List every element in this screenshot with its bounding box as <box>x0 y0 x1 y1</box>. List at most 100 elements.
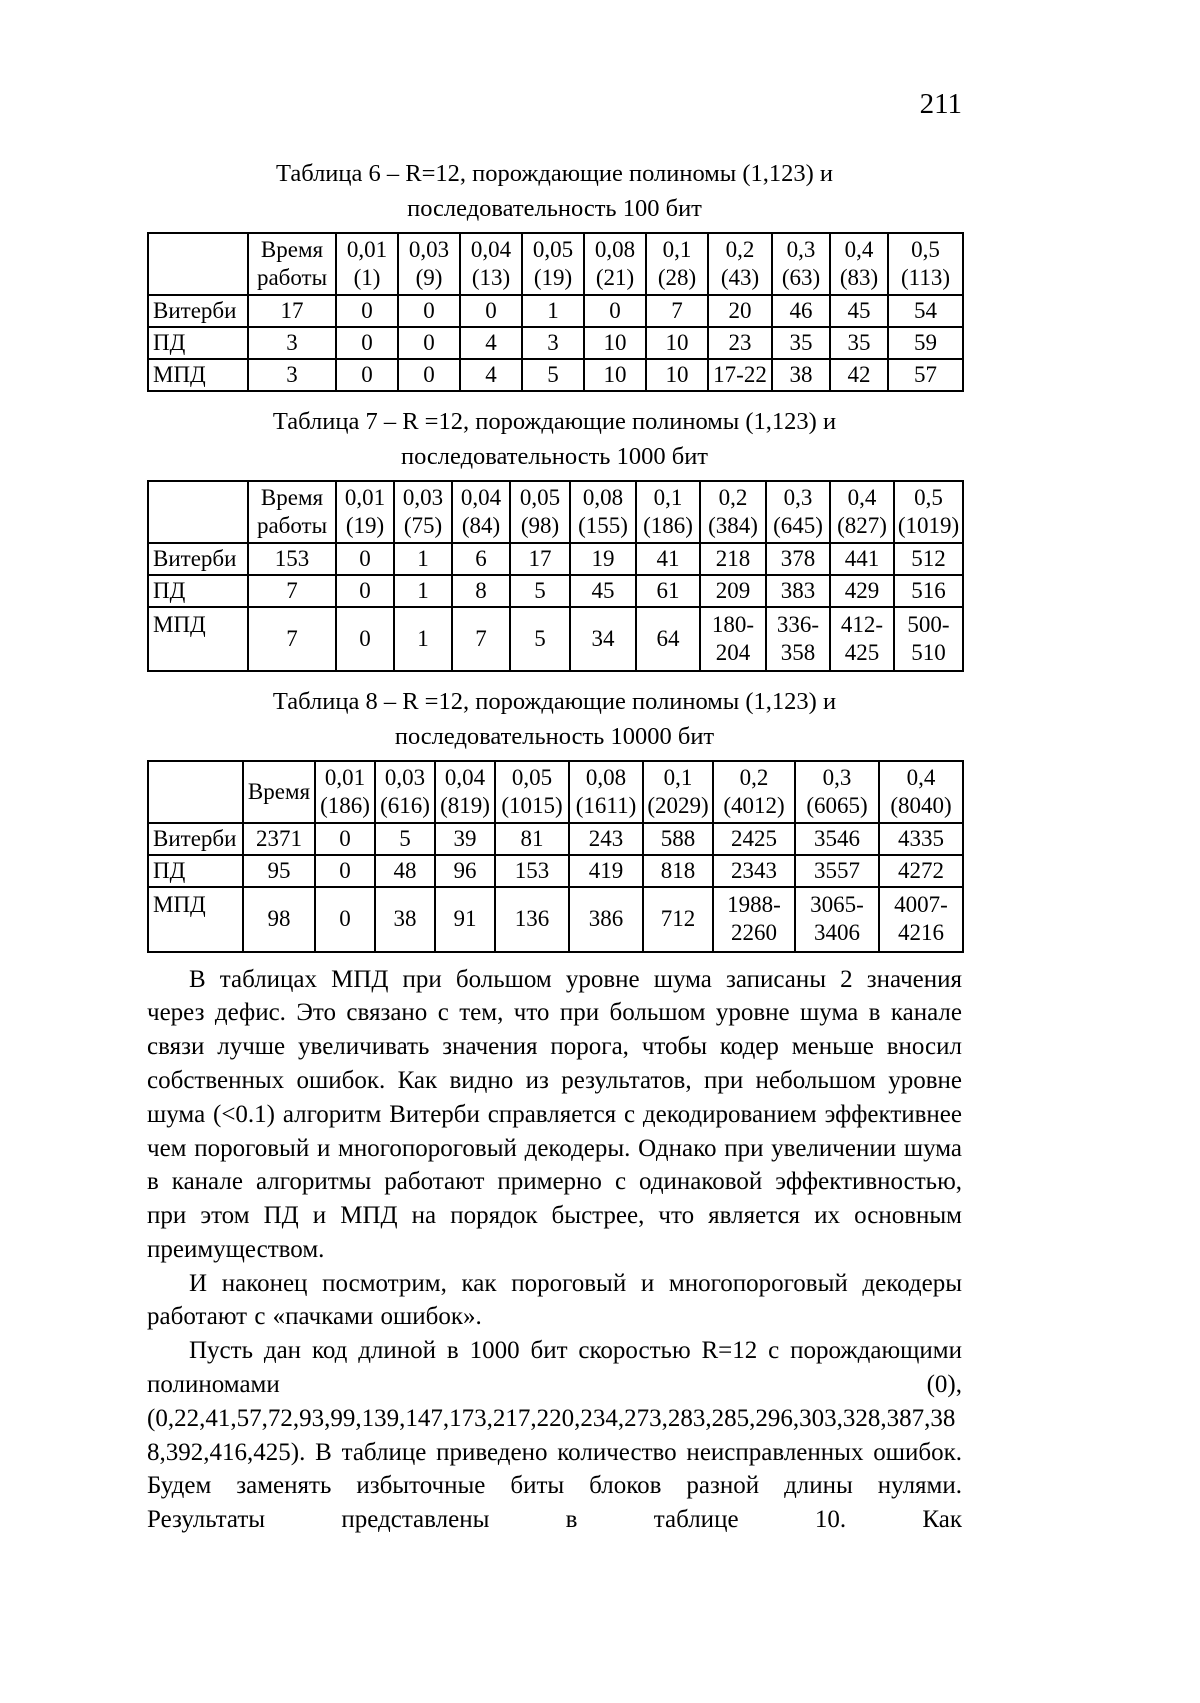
table-cell: 7 <box>645 293 709 329</box>
table-cell: 5 <box>521 358 585 393</box>
table-cell: 38 <box>771 358 831 393</box>
column-header: 0,2 (384) <box>699 480 767 545</box>
table-cell: 3065- 3406 <box>794 886 880 953</box>
table-row: ПД 3 0 0 4 3 10 10 23 35 35 59 <box>147 326 964 361</box>
table-cell: 429 <box>829 574 895 609</box>
table-cell: 61 <box>635 574 701 609</box>
table-cell: 0 <box>314 886 376 953</box>
table-row: ПД 7 0 1 8 5 45 61 209 383 429 516 <box>147 574 964 609</box>
table-cell: 0 <box>335 358 399 393</box>
column-header: 0,01 (186) <box>314 760 376 825</box>
column-header: 0,05 (1015) <box>494 760 570 825</box>
table-cell: 386 <box>568 886 644 953</box>
table-cell: 0 <box>397 293 461 329</box>
column-header: 0,3 (6065) <box>794 760 880 825</box>
table-cell: 441 <box>829 542 895 577</box>
table-cell: 23 <box>707 326 773 361</box>
table-cell: 0 <box>583 293 647 329</box>
table-cell: 34 <box>569 606 637 673</box>
table-cell: 153 <box>247 542 337 577</box>
table-cell: 39 <box>434 822 496 857</box>
table-cell: 180- 204 <box>699 606 767 673</box>
column-header: 0,03 (616) <box>374 760 436 825</box>
row-label: ПД <box>147 574 249 609</box>
column-header: 0,01 (19) <box>335 480 395 545</box>
column-header: 0,1 (2029) <box>642 760 714 825</box>
table-cell: 45 <box>569 574 637 609</box>
column-header: 0,04 (13) <box>459 232 523 296</box>
table-cell: 17 <box>247 293 337 329</box>
table-cell: 0 <box>397 326 461 361</box>
table-row: ПД 95 0 48 96 153 419 818 2343 3557 4272 <box>147 854 964 889</box>
column-header: 0,4 (827) <box>829 480 895 545</box>
column-header: 0,03 (9) <box>397 232 461 296</box>
row-label: Витерби <box>147 822 244 857</box>
column-header: 0,1 (186) <box>635 480 701 545</box>
column-header: 0,2 (4012) <box>712 760 796 825</box>
column-header: 0,01 (1) <box>335 232 399 296</box>
table-row: Витерби 17 0 0 0 1 0 7 20 46 45 54 <box>147 293 964 329</box>
table-cell: 0 <box>397 358 461 393</box>
table-cell: 91 <box>434 886 496 953</box>
paragraph: Пусть дан код длиной в 1000 бит скорость… <box>147 1337 962 1534</box>
table-cell: 96 <box>434 854 496 889</box>
table-cell: 0 <box>314 854 376 889</box>
table-title: Таблица 6 – R=12, порождающие полиномы (… <box>275 160 834 222</box>
row-label: МПД <box>147 886 244 953</box>
table-cell: 5 <box>509 574 571 609</box>
table-cell: 45 <box>829 293 889 329</box>
table-cell: 17 <box>509 542 571 577</box>
table-cell: 3 <box>247 326 337 361</box>
body-text: В таблицах МПД при большом уровне шума з… <box>147 963 962 1538</box>
table-header-row: Время 0,01 (186) 0,03 (616) 0,04 (819) 0,05 … <box>147 760 964 825</box>
table-cell: 0 <box>459 293 523 329</box>
table-cell: 35 <box>829 326 889 361</box>
table-cell: 3 <box>521 326 585 361</box>
column-header: 0,5 (1019) <box>893 480 964 545</box>
table-cell: 46 <box>771 293 831 329</box>
table-cell: 48 <box>374 854 436 889</box>
table-cell: 41 <box>635 542 701 577</box>
data-table: Время работы 0,01 (1) 0,03 (9) 0,04 (13) 0,0… <box>147 232 964 393</box>
table-cell: 4007- 4216 <box>878 886 964 953</box>
column-header: 0,05 (98) <box>509 480 571 545</box>
table-cell: 0 <box>335 293 399 329</box>
table-cell: 1 <box>393 574 453 609</box>
table-cell: 0 <box>314 822 376 857</box>
table-cell: 500- 510 <box>893 606 964 673</box>
column-header: 0,05 (19) <box>521 232 585 296</box>
table-cell: 209 <box>699 574 767 609</box>
table-cell: 336- 358 <box>765 606 831 673</box>
tables-section: Таблица 6 – R=12, порождающие полиномы (… <box>147 156 964 953</box>
table-cell: 7 <box>451 606 511 673</box>
table-row: МПД 98 0 38 91 136 386 712 1988- 2260 3065- 3406 4… <box>147 886 964 953</box>
table-cell: 0 <box>335 574 395 609</box>
column-header: 0,08 (21) <box>583 232 647 296</box>
table-cell: 4272 <box>878 854 964 889</box>
table-cell: 35 <box>771 326 831 361</box>
table-cell: 3546 <box>794 822 880 857</box>
column-header: 0,1 (28) <box>645 232 709 296</box>
table-cell: 2343 <box>712 854 796 889</box>
table-cell: 4 <box>459 326 523 361</box>
column-header: 0,4 (83) <box>829 232 889 296</box>
row-label: ПД <box>147 854 244 889</box>
column-header: 0,04 (819) <box>434 760 496 825</box>
table-cell: 54 <box>887 293 964 329</box>
data-table: Время работы 0,01 (19) 0,03 (75) 0,04 (84) 0… <box>147 480 964 673</box>
row-label: МПД <box>147 358 249 393</box>
table-cell: 10 <box>583 358 647 393</box>
column-header: 0,08 (1611) <box>568 760 644 825</box>
table-cell: 419 <box>568 854 644 889</box>
table-cell: 0 <box>335 606 395 673</box>
paragraph: В таблицах МПД при большом уровне шума з… <box>147 965 962 1263</box>
column-header: Время работы <box>247 480 337 545</box>
column-header <box>147 232 249 296</box>
table-cell: 20 <box>707 293 773 329</box>
table-cell: 81 <box>494 822 570 857</box>
table-cell: 412- 425 <box>829 606 895 673</box>
table-cell: 3557 <box>794 854 880 889</box>
table-cell: 0 <box>335 542 395 577</box>
table-cell: 0 <box>335 326 399 361</box>
table-cell: 98 <box>242 886 316 953</box>
